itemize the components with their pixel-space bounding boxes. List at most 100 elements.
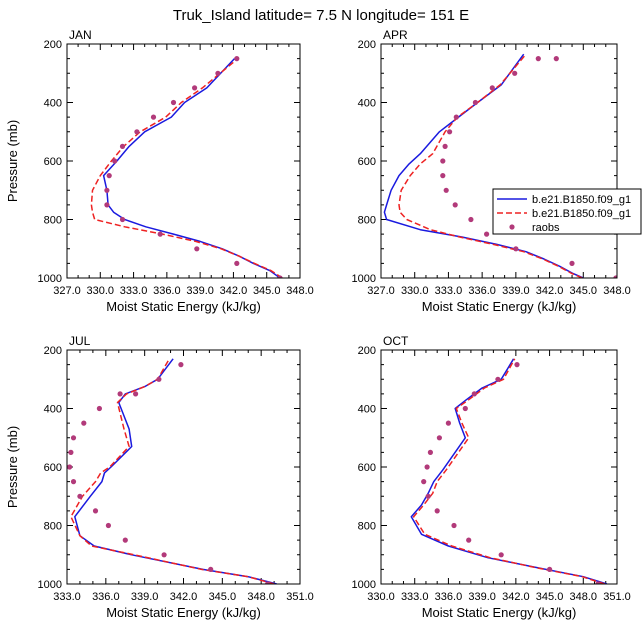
panel-label: APR (383, 28, 408, 42)
x-axis-label: Moist Static Energy (kJ/kg) (422, 605, 577, 620)
x-tick-label: 348.0 (247, 591, 275, 603)
raobs-point (443, 187, 449, 193)
plot-frame (66, 43, 301, 279)
x-tick-label: 345.0 (570, 285, 598, 297)
y-tick-label: 600 (44, 462, 62, 474)
raobs-point (117, 391, 123, 397)
raobs-point (104, 202, 110, 208)
x-axis-label: Moist Static Energy (kJ/kg) (106, 299, 261, 314)
raobs-point (451, 522, 457, 529)
raobs-point (512, 70, 518, 76)
raobs-point (92, 508, 99, 514)
raobs-point (484, 231, 490, 237)
raobs-point (170, 99, 177, 106)
x-tick-label: 348.0 (570, 591, 598, 603)
y-tick-label: 600 (44, 156, 62, 168)
raobs-point (434, 508, 440, 514)
x-tick-label: 339.0 (131, 591, 159, 603)
x-tick-label: 348.0 (286, 285, 314, 297)
y-tick-label: 200 (44, 39, 62, 51)
x-tick-label: 333.0 (435, 285, 463, 297)
raobs-point (122, 537, 128, 543)
raobs-point (277, 275, 283, 278)
x-tick-label: 327.0 (53, 285, 81, 297)
raobs-point (513, 246, 519, 252)
x-tick-label: 339.0 (502, 285, 530, 297)
panel-label: JAN (69, 28, 92, 42)
x-tick-label: 342.0 (220, 285, 248, 297)
legend-label: b.e21.B1850.f09_g1 (532, 208, 631, 220)
raobs-point (192, 85, 198, 91)
plot-frame (380, 349, 618, 585)
series-line-model-dashed (70, 358, 275, 584)
raobs-point (425, 493, 431, 499)
raobs-point (427, 449, 433, 455)
raobs-point (81, 420, 87, 426)
raobs-point (119, 216, 126, 223)
x-tick-label: 345.0 (209, 591, 237, 603)
raobs-point (442, 143, 448, 149)
raobs-point (452, 202, 458, 208)
y-tick-label: 400 (44, 404, 62, 416)
y-tick-label: 800 (44, 521, 62, 533)
x-tick-label: 327.0 (367, 285, 395, 297)
x-tick-label: 345.0 (253, 285, 281, 297)
series-line-model-dashed (398, 53, 583, 278)
raobs-point (535, 56, 541, 62)
raobs-point (553, 56, 559, 62)
raobs-point (105, 522, 111, 529)
x-tick-label: 342.0 (170, 591, 198, 603)
x-tick-label: 351.0 (286, 591, 314, 603)
page-title: Truk_Island latitude= 7.5 N longitude= 1… (173, 7, 469, 24)
x-tick-label: 348.0 (603, 285, 631, 297)
raobs-point (178, 362, 184, 368)
raobs-point (462, 405, 468, 412)
raobs-point (498, 552, 504, 558)
raobs-point (569, 260, 575, 266)
plot-data (90, 56, 283, 278)
y-tick-label: 600 (358, 156, 376, 168)
raobs-point (234, 260, 240, 266)
y-tick-label: 1000 (352, 579, 376, 591)
raobs-point (495, 376, 501, 382)
raobs-point (440, 158, 446, 164)
raobs-point (68, 449, 74, 455)
y-tick-label: 400 (358, 98, 376, 110)
legend-marker (509, 224, 515, 230)
x-tick-label: 330.0 (367, 591, 395, 603)
raobs-point (70, 435, 77, 441)
series-line-model-dashed (412, 358, 605, 584)
y-tick-label: 200 (358, 345, 376, 357)
series-line-model-solid (102, 58, 281, 278)
x-tick-label: 351.0 (603, 591, 631, 603)
raobs-point (215, 70, 221, 76)
x-tick-label: 342.0 (502, 591, 530, 603)
raobs-point (489, 85, 495, 91)
y-tick-label: 400 (44, 98, 62, 110)
raobs-point (70, 479, 77, 485)
raobs-point (471, 391, 477, 397)
raobs-point (453, 114, 459, 120)
panel-label: JUL (69, 334, 91, 348)
plot-data (383, 53, 617, 278)
raobs-point (613, 275, 617, 278)
legend-label: b.e21.B1850.f09_g1 (532, 194, 631, 206)
series-line-model-solid (410, 358, 608, 584)
y-tick-label: 800 (358, 215, 376, 227)
plot-frame (66, 349, 301, 585)
raobs-point (104, 187, 110, 193)
x-axis-label: Moist Static Energy (kJ/kg) (422, 299, 577, 314)
series-line-model-solid (74, 358, 277, 584)
raobs-point (440, 173, 446, 179)
x-axis-label: Moist Static Energy (kJ/kg) (106, 605, 261, 620)
x-tick-label: 342.0 (536, 285, 564, 297)
y-tick-label: 800 (44, 215, 62, 227)
legend-label: raobs (532, 222, 560, 234)
x-tick-label: 339.0 (468, 591, 496, 603)
raobs-point (466, 537, 472, 543)
